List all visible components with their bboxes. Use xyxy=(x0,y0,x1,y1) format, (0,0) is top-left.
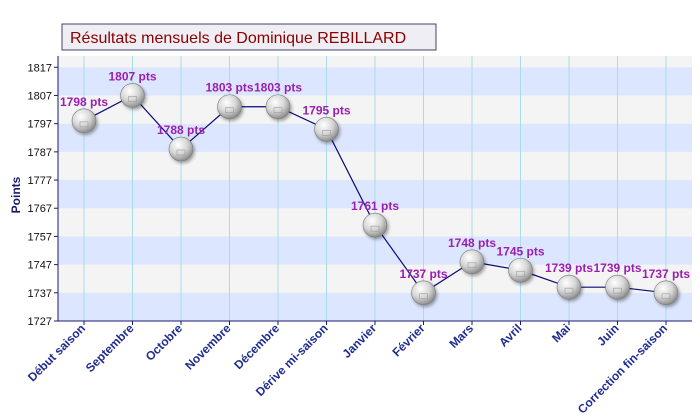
x-tick-label: Novembre xyxy=(182,321,234,373)
marker-ball xyxy=(168,136,194,162)
data-point-marker xyxy=(411,280,436,306)
marker-ball xyxy=(508,257,533,283)
y-tick-label: 1787 xyxy=(28,147,52,159)
marker-emblem xyxy=(467,262,477,269)
data-point-marker xyxy=(459,249,485,275)
x-tick-label: Mars xyxy=(446,321,476,351)
data-label: 1761 pts xyxy=(351,199,399,213)
x-tick-label: Janvier xyxy=(340,321,380,361)
y-tick-labels: 1727 1737 1747 1757 1767 1777 1787 1797 1807 1817 xyxy=(28,62,58,328)
data-label: 1807 pts xyxy=(108,69,156,83)
marker-emblem xyxy=(225,107,234,114)
x-tick-label: Octobre xyxy=(143,321,186,364)
x-tick-label: Correction fin-saison xyxy=(575,321,670,416)
x-tick-label: Décembre xyxy=(231,321,282,372)
marker-ball xyxy=(265,94,291,120)
data-label: 1803 pts xyxy=(205,81,253,95)
data-point-marker xyxy=(362,212,388,238)
chart-title-box: Résultats mensuels de Dominique REBILLAR… xyxy=(61,23,437,51)
marker-emblem xyxy=(516,270,525,277)
marker-emblem xyxy=(176,149,186,156)
marker-ball xyxy=(362,212,388,238)
data-label: 1795 pts xyxy=(302,103,350,117)
data-point-marker xyxy=(314,116,339,142)
data-label: 1798 pts xyxy=(60,95,108,109)
data-point-marker xyxy=(508,257,533,283)
marker-ball xyxy=(71,108,97,134)
marker-emblem xyxy=(564,287,574,294)
data-point-marker xyxy=(168,136,194,162)
data-label: 1745 pts xyxy=(496,244,544,258)
y-tick-label: 1777 xyxy=(28,175,52,187)
y-tick-label: 1807 xyxy=(28,90,52,102)
chart-title: Résultats mensuels de Dominique REBILLAR… xyxy=(70,30,406,47)
marker-emblem xyxy=(322,129,331,136)
data-point-marker xyxy=(556,274,582,300)
marker-ball xyxy=(314,116,339,142)
y-tick-label: 1737 xyxy=(28,288,52,300)
x-tick-label: Septembre xyxy=(83,321,137,375)
data-label: 1788 pts xyxy=(157,123,205,137)
y-tick-label: 1797 xyxy=(28,119,52,131)
data-point-marker xyxy=(217,94,242,120)
x-tick-label: Juin xyxy=(594,321,621,348)
marker-ball xyxy=(411,280,436,306)
data-label: 1737 pts xyxy=(399,267,447,281)
marker-emblem xyxy=(613,287,622,294)
marker-ball xyxy=(120,83,145,108)
data-point-marker xyxy=(605,274,630,300)
data-label: 1737 pts xyxy=(642,267,690,281)
data-label: 1803 pts xyxy=(254,81,302,95)
marker-emblem xyxy=(370,225,380,232)
x-tick-label: Avril xyxy=(496,321,524,349)
x-tick-label: Début saison xyxy=(25,321,88,384)
y-tick-label: 1817 xyxy=(28,62,52,74)
y-tick-label: 1727 xyxy=(28,316,52,328)
y-axis-label: Points xyxy=(9,176,23,213)
data-point-marker xyxy=(120,83,145,108)
title-frame xyxy=(61,23,437,51)
marker-emblem xyxy=(128,96,137,102)
y-tick-label: 1747 xyxy=(28,260,52,272)
marker-emblem xyxy=(661,293,671,300)
marker-emblem xyxy=(273,107,283,114)
data-label: 1748 pts xyxy=(448,236,496,250)
data-point-marker xyxy=(265,94,291,120)
x-tick-label: Mai xyxy=(549,321,573,345)
data-point-marker xyxy=(71,108,97,134)
marker-ball xyxy=(217,94,242,120)
series-markers xyxy=(71,83,679,306)
y-tick-label: 1757 xyxy=(28,231,52,243)
data-label: 1739 pts xyxy=(545,261,593,275)
data-point-marker xyxy=(653,280,679,306)
marker-ball xyxy=(653,280,679,306)
marker-ball xyxy=(556,274,582,300)
x-tick-label: Février xyxy=(389,321,427,359)
marker-emblem xyxy=(419,293,428,300)
data-label: 1739 pts xyxy=(593,261,641,275)
marker-emblem xyxy=(79,121,89,128)
marker-ball xyxy=(605,274,630,300)
marker-ball xyxy=(459,249,485,275)
y-tick-label: 1767 xyxy=(28,203,52,215)
